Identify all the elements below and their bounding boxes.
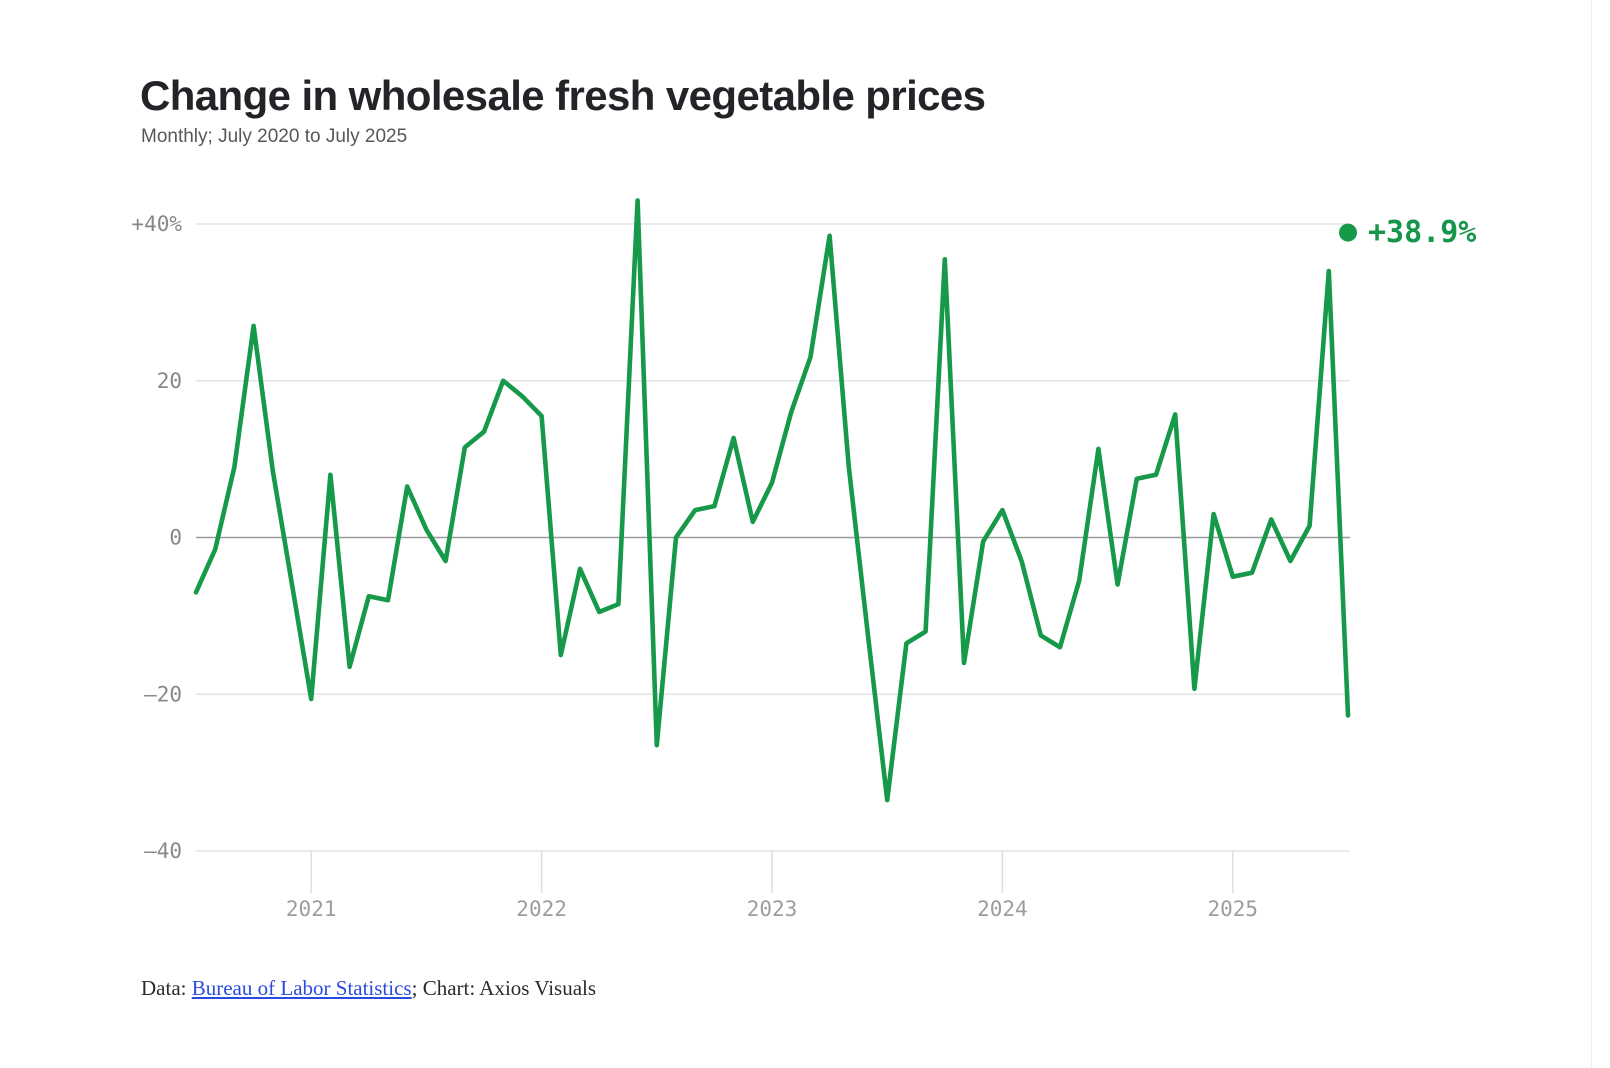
ytick-label--40: —40 [144, 839, 182, 863]
ytick-label-40: +40% [131, 212, 182, 236]
chart-footer: Data: Bureau of Labor Statistics; Chart:… [141, 976, 596, 1001]
xtick-label-2025: 2025 [1208, 897, 1259, 921]
xtick-label-2024: 2024 [977, 897, 1028, 921]
xtick-label-2023: 2023 [747, 897, 798, 921]
ytick-label--20: —20 [144, 682, 182, 706]
ytick-label-20: 20 [157, 369, 182, 393]
xtick-label-2022: 2022 [516, 897, 567, 921]
vegetable-price-line [193, 198, 1351, 803]
xaxis-tickmarks-group [310, 851, 1234, 893]
last-value-label: +38.9% [1368, 215, 1476, 250]
ytick-label-0: 0 [169, 526, 182, 550]
page-right-edge [1591, 0, 1610, 1068]
footer-credit: ; Chart: Axios Visuals [411, 976, 597, 1000]
xaxis-labels-group: 2021 2022 2023 2024 2025 [286, 897, 1258, 921]
gridlines-group [196, 223, 1350, 852]
yaxis-labels-group: —40 —20 0 20 +40% [131, 212, 182, 863]
xtick-label-2021: 2021 [286, 897, 337, 921]
page-title: Change in wholesale fresh vegetable pric… [140, 72, 986, 120]
last-point-marker [1339, 223, 1357, 242]
footer-data-prefix: Data: [141, 976, 192, 1000]
source-link[interactable]: Bureau of Labor Statistics [191, 976, 412, 1000]
chart-subtitle: Monthly; July 2020 to July 2025 [141, 126, 408, 147]
